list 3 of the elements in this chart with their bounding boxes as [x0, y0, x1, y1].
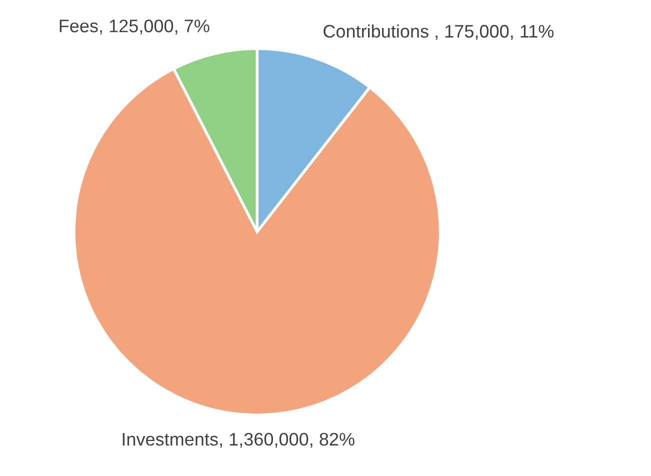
slice-label: Contributions , 175,000, 11%: [324, 24, 554, 40]
slice-label: Investments, 1,360,000, 82%: [122, 432, 354, 448]
slice-label: Fees, 125,000, 7%: [60, 20, 210, 34]
